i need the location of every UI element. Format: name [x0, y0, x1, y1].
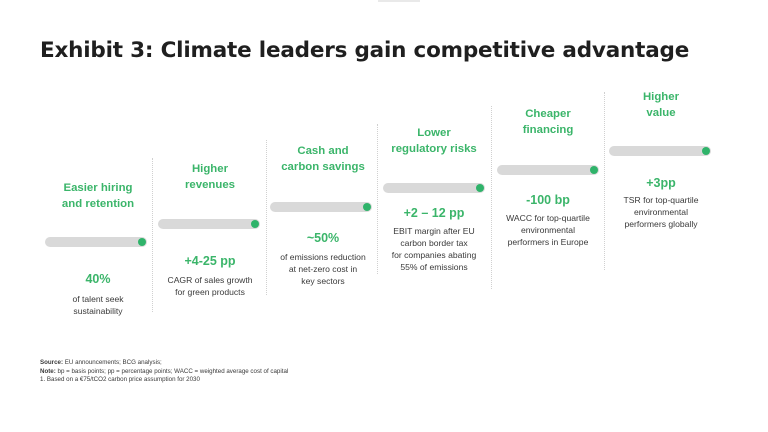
note-line: Note: bp = basis points; pp = percentage… [40, 367, 289, 375]
step-bar [383, 183, 485, 193]
step-value: -100 bp [526, 193, 570, 207]
step-bar-dot [363, 203, 371, 211]
step-bar-dot [702, 147, 710, 155]
step-value: +2 – 12 pp [403, 206, 465, 220]
step-higher-value: Higher value +3pp TSR for top-quartile env… [603, 89, 719, 229]
step-cheaper-financing: Cheaper financing -100 bp WACC for top-qu… [490, 106, 606, 247]
step-bar-dot [251, 220, 259, 228]
column-divider [491, 106, 492, 289]
step-description: CAGR of sales growth for green products [167, 275, 253, 297]
exhibit-title: Exhibit 3: Climate leaders gain competit… [40, 38, 690, 63]
step-bar [609, 146, 711, 156]
step-description: of talent seek sustainability [72, 294, 124, 316]
step-heading: Higher value [642, 91, 680, 119]
step-bar [270, 202, 372, 212]
step-lower-regulatory-risks: Lower regulatory risks +2 – 12 pp EBIT ma… [376, 125, 492, 272]
step-heading: Higher revenues [184, 163, 236, 191]
step-heading: Lower regulatory risks [391, 127, 477, 155]
step-description: of emissions reduction at net-zero cost i… [280, 252, 366, 286]
step-description: WACC for top-quartile environmental perfor… [506, 213, 590, 247]
step-value: +4-25 pp [184, 254, 236, 268]
footnotes: Source: EU announcements; BCG analysis; … [40, 359, 288, 385]
step-heading: Easier hiring and retention [61, 182, 135, 210]
step-cash-carbon-savings: Cash and carbon savings ~50% of emissions… [265, 143, 381, 286]
step-value: ~50% [306, 231, 340, 245]
column-divider [152, 158, 153, 312]
step-bar-dot [138, 238, 146, 246]
step-bar-dot [590, 166, 598, 174]
step-heading: Cash and carbon savings [281, 145, 365, 173]
step-bar-dot [476, 184, 484, 192]
column-divider [377, 124, 378, 274]
step-higher-revenues: Higher revenues +4-25 pp CAGR of sales gr… [152, 161, 268, 297]
step-bar [45, 237, 147, 247]
column-divider [266, 140, 267, 295]
step-bar [158, 219, 260, 229]
step-value: 40% [85, 272, 111, 286]
column-divider [604, 92, 605, 270]
step-description: EBIT margin after EU carbon border tax for… [391, 226, 477, 272]
step-heading: Cheaper financing [522, 108, 574, 136]
step-easier-hiring: Easier hiring and retention 40% of talent… [40, 180, 156, 316]
step-value: +3pp [646, 176, 676, 190]
top-marker [378, 0, 420, 2]
source-line: Source: EU announcements; BCG analysis; [40, 359, 162, 366]
step-bar [497, 165, 599, 175]
footnote-line: 1. Based on a €75/tCO2 carbon price assu… [40, 376, 200, 384]
step-description: TSR for top-quartile environmental perform… [623, 195, 699, 229]
